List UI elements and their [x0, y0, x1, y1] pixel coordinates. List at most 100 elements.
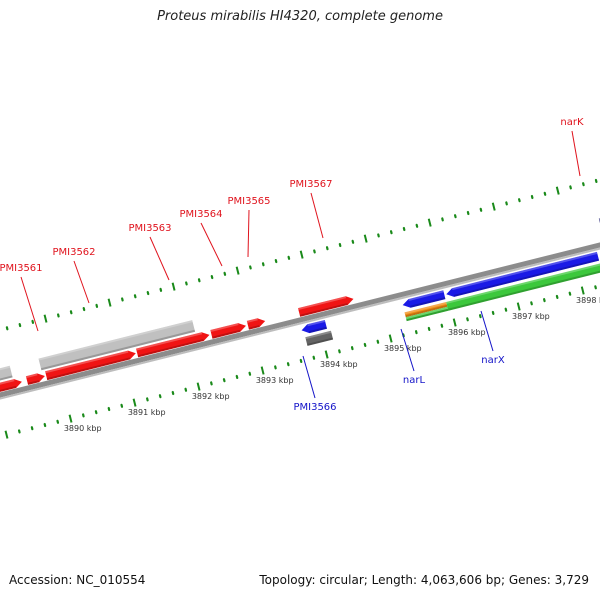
ruler-tick-label: 3895 kbp	[384, 344, 422, 353]
ruler-tick-label: 3894 kbp	[320, 360, 358, 369]
top-ruler-tick	[427, 218, 432, 227]
gene-feature-highlight	[210, 323, 239, 332]
top-ruler-tick	[107, 298, 112, 307]
ruler-tick-label: 3898 kbp	[576, 296, 600, 305]
gene-feature-shade	[309, 326, 327, 334]
leader-line	[149, 236, 170, 281]
gene-feature	[305, 330, 334, 346]
gene-feature-highlight	[305, 330, 332, 340]
gene-feature-shade	[0, 375, 13, 381]
leader-line	[302, 355, 316, 399]
gene-feature	[0, 365, 13, 381]
backbone	[0, 242, 600, 398]
linear-track: 3890 kbp 3891 kbp 3892 kbp 3893 kbp 3894 kbp…	[0, 178, 600, 439]
top-ruler-tick	[363, 234, 368, 243]
gene-feature-highlight	[0, 379, 15, 385]
gene-feature	[45, 350, 136, 381]
gene-feature-shade	[299, 303, 348, 317]
accession-text: Accession: NC_010554	[9, 573, 146, 587]
gene-feature-highlight	[246, 318, 258, 323]
gene-label-pmi3566: PMI3566	[293, 402, 336, 413]
bottom-ruler-tick	[580, 286, 585, 295]
gene-labels: PMI3561 PMI3562 PMI3563 PMI3564 PMI3565 PMI35…	[0, 117, 584, 413]
gene-label-pmi3565: PMI3565	[227, 196, 270, 207]
gene-label-pmi3567: PMI3567	[289, 179, 332, 190]
leader-line	[400, 328, 415, 372]
gene-feature-highlight	[0, 365, 11, 371]
gene-feature-highlight	[446, 263, 600, 304]
gene-feature-highlight	[45, 350, 129, 374]
bottom-ruler-tick	[132, 398, 137, 407]
gene-feature-highlight	[452, 251, 598, 291]
leader-line	[200, 222, 223, 267]
gene-feature-shade	[453, 258, 600, 297]
leader-line	[73, 260, 90, 304]
gene-feature-highlight	[38, 320, 193, 361]
gene-feature-shade	[405, 304, 448, 318]
ruler-tick-label: 3896 kbp	[448, 328, 486, 337]
genome-summary-text: Topology: circular; Length: 4,063,606 bp…	[259, 573, 589, 587]
ruler-tick-label: 3892 kbp	[192, 392, 230, 401]
gene-feature	[25, 373, 45, 385]
bottom-ruler-tick	[516, 302, 521, 311]
leader-line	[571, 130, 581, 177]
gene-feature-highlight	[408, 290, 444, 301]
leader-line	[20, 276, 39, 332]
bottom-ruler-tick	[4, 430, 9, 439]
bottom-ruler-tick	[68, 414, 73, 423]
gene-feature-highlight	[136, 332, 203, 351]
gene-feature-shade	[307, 337, 334, 346]
top-ruler-tick	[491, 202, 496, 211]
gene-feature-highlight	[25, 373, 38, 379]
gene-feature	[446, 251, 600, 297]
gene-feature-shade	[0, 385, 17, 392]
gene-feature	[210, 323, 246, 339]
gene-label-narl: narL	[403, 375, 426, 386]
top-ruler-tick	[43, 314, 48, 323]
gene-feature-shade	[137, 339, 204, 358]
gene-label-pmi3563: PMI3563	[128, 223, 171, 234]
gene-feature-highlight	[298, 296, 347, 310]
gene-feature	[404, 302, 448, 318]
gene-feature-shade	[46, 357, 131, 381]
gene-feature-shade	[406, 308, 449, 322]
gene-feature-highlight	[307, 320, 326, 327]
bottom-ruler-tick	[452, 318, 457, 327]
bottom-ruler-tick	[196, 382, 201, 391]
gene-feature	[402, 290, 446, 308]
gene-feature-shade	[40, 329, 196, 371]
gene-feature-highlight	[405, 306, 448, 320]
gene-feature-highlight	[404, 302, 447, 315]
backbone-shadow	[0, 247, 600, 400]
leader-line	[480, 310, 494, 352]
gene-feature	[301, 320, 327, 334]
gene-label-pmi3562: PMI3562	[52, 247, 95, 258]
gene-feature-shade	[447, 270, 600, 311]
gene-feature-shade	[212, 329, 241, 339]
top-ruler-tick	[235, 266, 240, 275]
ruler-tick-label: 3890 kbp	[64, 424, 102, 433]
gene-feature-shade	[248, 325, 260, 330]
top-ruler-tick	[299, 250, 304, 259]
gene-feature	[405, 306, 449, 322]
ruler-tick-label: 3897 kbp	[512, 312, 550, 321]
gene-feature	[446, 263, 600, 311]
gene-feature	[136, 332, 210, 358]
bottom-ruler-tick	[324, 350, 329, 359]
top-ruler-tick	[171, 282, 176, 291]
gene-feature	[0, 379, 22, 392]
leader-line	[310, 192, 324, 239]
gene-feature	[38, 320, 196, 371]
gene-label-pmi3561: PMI3561	[0, 263, 43, 274]
bottom-ruler-tick	[388, 334, 393, 343]
top-ruler-tick	[555, 186, 560, 195]
gene-feature-shade	[410, 297, 446, 308]
genome-title: Proteus mirabilis HI4320, complete genom…	[157, 9, 443, 24]
gene-feature-shade	[27, 380, 40, 385]
gene-feature	[298, 296, 354, 317]
leader-line	[247, 209, 250, 258]
gene-label-narx: narX	[481, 355, 505, 366]
bottom-ruler-tick	[260, 366, 265, 375]
gene-label-nark: narK	[560, 117, 584, 128]
